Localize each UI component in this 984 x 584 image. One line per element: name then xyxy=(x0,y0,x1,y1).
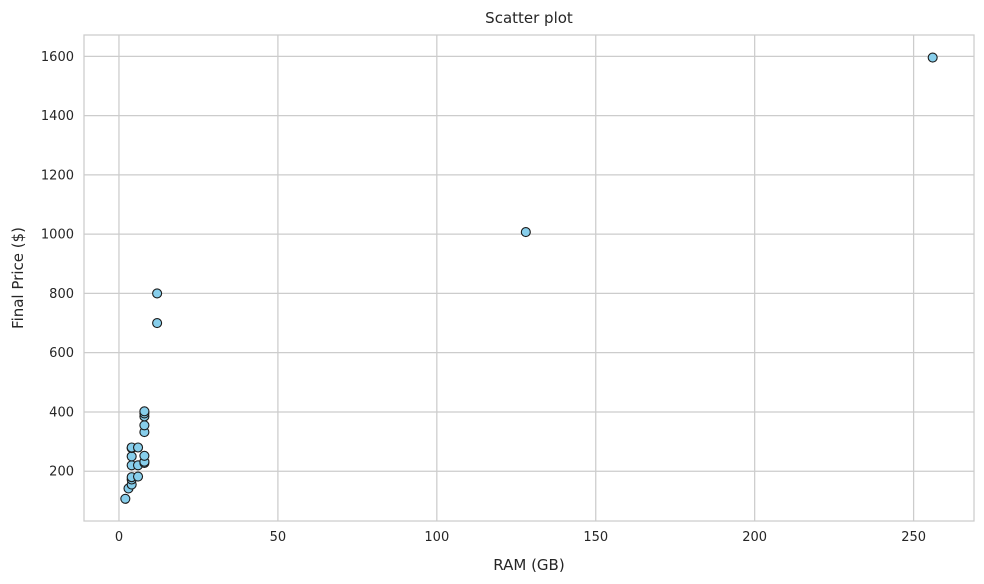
x-tick-label: 250 xyxy=(901,530,926,545)
grid-lines xyxy=(84,35,974,521)
chart-title: Scatter plot xyxy=(485,9,573,27)
x-tick-label: 100 xyxy=(424,530,449,545)
y-axis-title: Final Price ($) xyxy=(9,227,27,329)
y-tick-label: 1400 xyxy=(41,109,74,124)
x-tick-label: 150 xyxy=(583,530,608,545)
y-tick-label: 400 xyxy=(49,405,74,420)
plot-area-frame xyxy=(83,34,975,522)
tick-labels: 0 50 100 150 200 250 200 400 600 800 1000 1200 1400 1… xyxy=(41,50,926,545)
scatter-point xyxy=(152,288,163,299)
scatter-point xyxy=(520,227,531,238)
x-tick-label: 0 xyxy=(115,530,123,545)
scatter-point xyxy=(139,450,150,461)
x-tick-label: 50 xyxy=(270,530,287,545)
scatter-point xyxy=(139,420,150,431)
y-tick-label: 200 xyxy=(49,465,74,480)
scatter-point xyxy=(132,442,144,453)
x-tick-label: 200 xyxy=(742,530,767,545)
scatter-point xyxy=(152,317,163,329)
y-tick-label: 1600 xyxy=(41,50,74,65)
scatter-point xyxy=(126,451,137,462)
scatter-point xyxy=(132,471,144,482)
y-tick-label: 600 xyxy=(49,346,74,361)
y-tick-label: 800 xyxy=(49,287,74,302)
y-tick-label: 1000 xyxy=(41,228,74,243)
scatter-point xyxy=(120,493,131,504)
y-tick-label: 1200 xyxy=(41,168,74,183)
scatter-point xyxy=(927,52,938,63)
x-axis-title: RAM (GB) xyxy=(493,556,564,574)
scatter-point xyxy=(139,406,150,417)
data-points xyxy=(120,52,938,504)
